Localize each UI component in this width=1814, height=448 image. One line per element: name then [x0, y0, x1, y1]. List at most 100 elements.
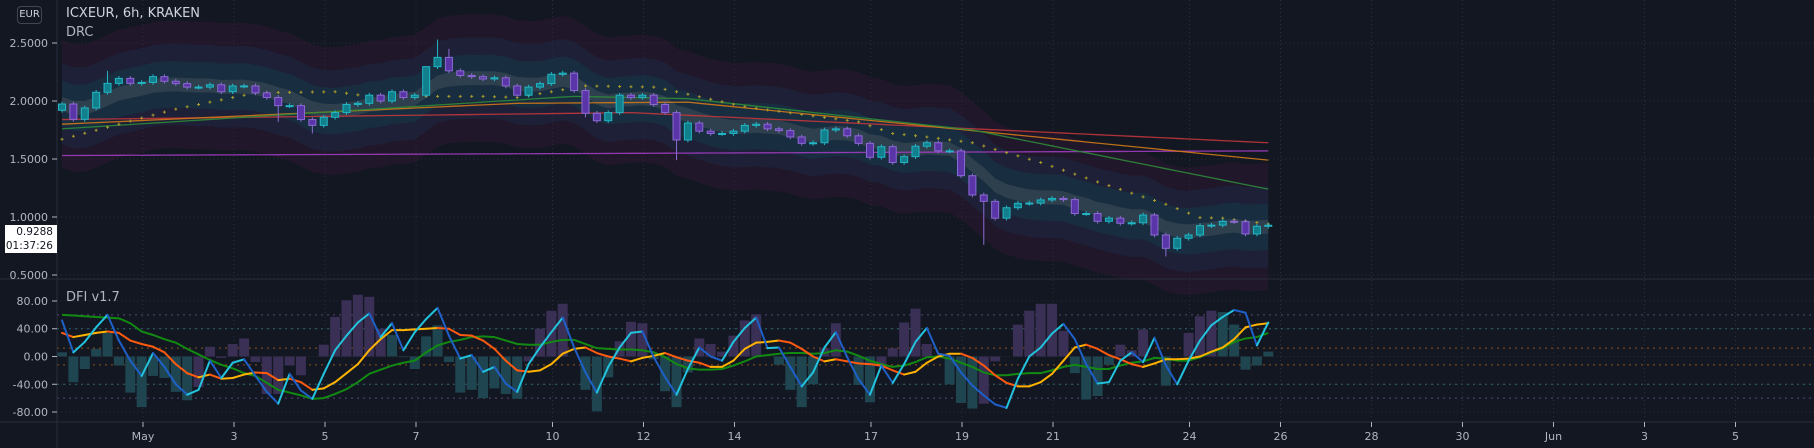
candle: [422, 66, 431, 98]
trailing-dot: [777, 109, 781, 113]
medium-line-segment: [379, 329, 394, 341]
time-tick-label: 14: [728, 430, 742, 443]
medium-line-segment: [129, 339, 143, 346]
fast-line-segment: [402, 331, 416, 352]
medium-line-segment: [1085, 343, 1099, 350]
candle-body: [467, 74, 476, 78]
candle: [900, 154, 909, 165]
candle: [1116, 215, 1125, 226]
medium-line-segment: [732, 347, 746, 362]
candle-body: [672, 112, 681, 141]
candle: [331, 110, 340, 120]
histogram-bar: [432, 325, 443, 357]
trailing-dot: [1130, 191, 1134, 195]
candle: [604, 110, 613, 124]
histogram-bar: [79, 356, 90, 369]
medium-line-segment: [618, 357, 632, 363]
candle: [467, 73, 476, 79]
trailing-dot: [94, 128, 98, 132]
histogram-bar: [182, 356, 193, 401]
fast-line-segment: [994, 403, 1008, 409]
fast-line-segment: [686, 346, 701, 370]
candle: [353, 101, 362, 107]
candle-body: [865, 142, 874, 158]
currency-badge[interactable]: EUR: [17, 6, 42, 24]
medium-line-segment: [1107, 354, 1122, 361]
candle: [103, 70, 112, 95]
medium-line-segment: [800, 347, 815, 358]
histogram-bar: [921, 344, 932, 357]
indicator-axis[interactable]: 80.00 40.00 0.00 -40.00 -80.00: [13, 295, 57, 419]
medium-line-segment: [868, 363, 883, 367]
trailing-dot: [1175, 207, 1179, 211]
histogram-bar: [978, 356, 989, 404]
medium-line-segment: [1210, 346, 1224, 353]
histogram-bar: [956, 356, 967, 403]
trailing-dot: [310, 90, 314, 94]
medium-line-segment: [1039, 372, 1054, 384]
candle: [456, 68, 465, 78]
candle-body: [524, 86, 533, 96]
candle-body: [103, 82, 112, 93]
fast-line-segment: [288, 372, 302, 392]
candle-body: [410, 94, 419, 99]
medium-line-segment: [664, 352, 678, 359]
histogram-bar: [1058, 330, 1069, 357]
histogram-bar: [136, 356, 147, 408]
histogram-bar: [853, 356, 864, 385]
fast-line-segment: [254, 374, 268, 393]
candle-body: [285, 105, 294, 108]
trailing-dot: [436, 94, 440, 98]
fast-line-segment: [925, 327, 940, 355]
fast-line-segment: [470, 354, 485, 373]
medium-line-segment: [72, 333, 86, 339]
candle-body: [695, 122, 704, 132]
time-tick-label: 7: [413, 430, 420, 443]
trailing-dots: [60, 84, 1270, 226]
trailing-dot: [185, 105, 189, 109]
trailing-dot: [743, 105, 747, 109]
candle-body: [547, 73, 556, 85]
candle-body: [80, 107, 89, 120]
candle-body: [968, 175, 977, 196]
fast-line-segment: [436, 306, 450, 337]
fast-line-segment: [174, 383, 189, 396]
candle: [308, 117, 317, 134]
fast-line-segment: [789, 365, 803, 388]
candle-body: [1070, 199, 1079, 215]
histogram-bar: [261, 356, 272, 394]
fast-line-segment: [914, 327, 928, 343]
time-axis[interactable]: May 3 5 7 10 12 14 17 19 21 24 26 28 30 Jun 3 5: [132, 422, 1739, 443]
trailing-dot: [299, 90, 303, 94]
outer-band: [62, 14, 1269, 296]
candle: [615, 92, 624, 115]
medium-line-segment: [1062, 346, 1076, 362]
trailing-dot: [356, 93, 360, 97]
candle: [501, 75, 510, 89]
medium-line-segment: [573, 346, 587, 350]
histogram-bar: [830, 323, 841, 357]
medium-line-segment: [106, 330, 120, 334]
price-tick-label: 1.0000: [10, 211, 49, 224]
candle-body: [1059, 197, 1068, 201]
medium-line-segment: [470, 334, 485, 342]
fast-line-segment: [527, 346, 541, 366]
candle-body: [353, 102, 362, 105]
overlay-indicator-name[interactable]: DRC: [66, 25, 94, 40]
price-axis[interactable]: 2.5000 2.0000 1.5000 1.0000 0.5000: [10, 37, 58, 282]
fast-line-segment: [618, 331, 632, 349]
indicator-tick-label: 0.00: [24, 351, 49, 364]
symbol-title[interactable]: ICXEUR, 6h, KRAKEN: [66, 6, 201, 21]
candle: [490, 75, 499, 82]
candle: [1082, 211, 1091, 216]
candle: [968, 173, 977, 198]
fast-line-segment: [1244, 311, 1258, 347]
fast-line-segment: [971, 384, 985, 397]
candle: [592, 110, 601, 124]
indicator-title[interactable]: DFI v1.7: [66, 290, 120, 305]
candle-body: [661, 103, 670, 114]
histogram-bar: [1012, 324, 1023, 357]
trailing-dot: [595, 84, 599, 88]
fast-line-segment: [607, 346, 621, 368]
